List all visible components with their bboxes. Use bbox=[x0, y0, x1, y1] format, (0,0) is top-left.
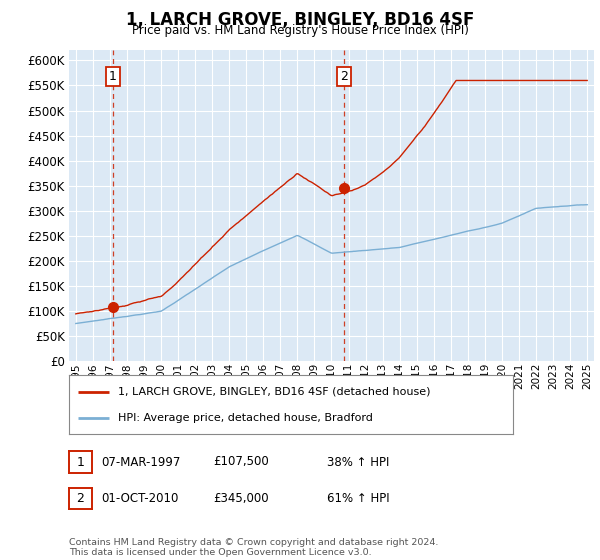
Text: 01-OCT-2010: 01-OCT-2010 bbox=[101, 492, 178, 505]
Text: 61% ↑ HPI: 61% ↑ HPI bbox=[327, 492, 389, 505]
Text: 1, LARCH GROVE, BINGLEY, BD16 4SF (detached house): 1, LARCH GROVE, BINGLEY, BD16 4SF (detac… bbox=[118, 386, 430, 396]
Text: 2: 2 bbox=[76, 492, 85, 505]
Text: 38% ↑ HPI: 38% ↑ HPI bbox=[327, 455, 389, 469]
Text: 1, LARCH GROVE, BINGLEY, BD16 4SF: 1, LARCH GROVE, BINGLEY, BD16 4SF bbox=[126, 11, 474, 29]
Text: Contains HM Land Registry data © Crown copyright and database right 2024.
This d: Contains HM Land Registry data © Crown c… bbox=[69, 538, 439, 557]
Text: £107,500: £107,500 bbox=[213, 455, 269, 469]
Text: HPI: Average price, detached house, Bradford: HPI: Average price, detached house, Brad… bbox=[118, 413, 373, 423]
Text: 1: 1 bbox=[76, 455, 85, 469]
Text: 07-MAR-1997: 07-MAR-1997 bbox=[101, 455, 180, 469]
Text: 1: 1 bbox=[109, 70, 117, 83]
Text: 2: 2 bbox=[340, 70, 348, 83]
Text: £345,000: £345,000 bbox=[213, 492, 269, 505]
Text: Price paid vs. HM Land Registry's House Price Index (HPI): Price paid vs. HM Land Registry's House … bbox=[131, 24, 469, 36]
